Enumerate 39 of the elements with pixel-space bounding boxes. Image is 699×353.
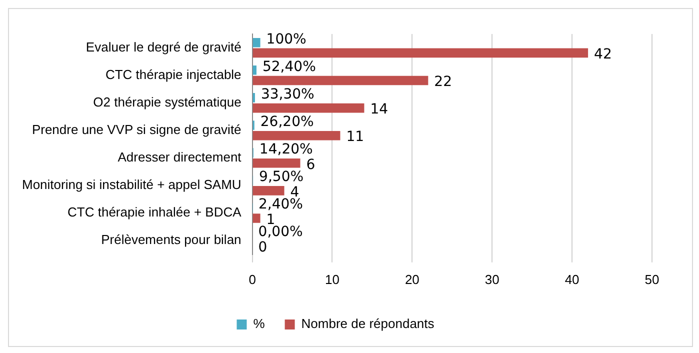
x-tick-label: 20 bbox=[404, 272, 420, 287]
y-tick-label: CTC thérapie inhalée + BDCA bbox=[68, 204, 242, 220]
y-tick-label: CTC thérapie injectable bbox=[105, 66, 242, 82]
data-label: 42 bbox=[594, 46, 612, 63]
data-label: 100% bbox=[266, 31, 306, 48]
y-tick-label: Adresser directement bbox=[118, 150, 242, 165]
data-label: 52,40% bbox=[262, 58, 316, 75]
data-label: 14,20% bbox=[259, 141, 313, 158]
bar bbox=[252, 48, 588, 58]
legend-label: % bbox=[253, 316, 266, 332]
y-tick-label: Prendre une VVP si signe de gravité bbox=[32, 122, 242, 138]
data-label: 14 bbox=[370, 102, 388, 118]
bar bbox=[252, 66, 256, 75]
x-tick-label: 50 bbox=[644, 272, 660, 287]
x-tick-label: 30 bbox=[484, 272, 500, 287]
data-label: 33,30% bbox=[260, 86, 314, 102]
data-label: 6 bbox=[306, 156, 316, 173]
bar bbox=[252, 186, 284, 196]
bar bbox=[252, 103, 364, 113]
data-label: 9,50% bbox=[259, 169, 304, 185]
bar bbox=[252, 76, 428, 86]
bar bbox=[252, 38, 260, 48]
data-label: 0,00% bbox=[258, 224, 303, 240]
bar bbox=[252, 214, 260, 223]
bar bbox=[252, 130, 340, 140]
data-label: 22 bbox=[434, 74, 452, 90]
data-label: 11 bbox=[346, 129, 364, 146]
y-tick-label: O2 thérapie systématique bbox=[93, 94, 242, 110]
data-label: 0 bbox=[258, 239, 268, 256]
x-tick-label: 0 bbox=[248, 272, 256, 287]
y-tick-label: Evaluer le degré de gravité bbox=[86, 39, 242, 54]
bar bbox=[252, 158, 300, 168]
data-label: 2,40% bbox=[258, 196, 303, 213]
y-tick-label: Monitoring si instabilité + appel SAMU bbox=[22, 177, 242, 192]
data-label: 26,20% bbox=[260, 114, 314, 130]
y-tick-label: Prélèvements pour bilan bbox=[101, 232, 242, 248]
x-tick-label: 40 bbox=[564, 272, 580, 287]
x-tick-label: 10 bbox=[325, 272, 340, 287]
legend-label: Nombre de répondants bbox=[301, 316, 435, 332]
